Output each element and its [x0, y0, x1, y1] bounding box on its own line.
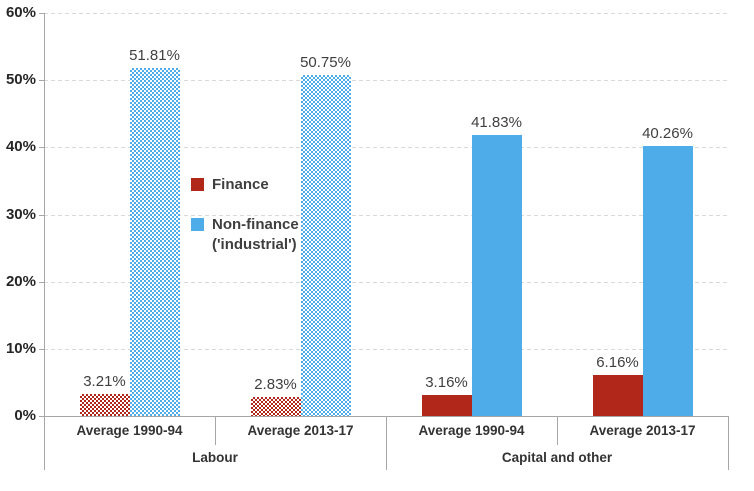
legend-entry-finance: Finance [191, 175, 299, 195]
legend: Finance Non-finance ('industrial') [191, 175, 299, 255]
legend-label-finance: Finance [212, 176, 269, 193]
group-axis-label: Capital and other [501, 449, 613, 465]
data-label: 40.26% [642, 124, 693, 142]
finance-swatch-icon [191, 178, 204, 191]
data-label: 41.83% [471, 114, 522, 132]
category-bar-pair: 3.16% 41.83% [386, 13, 557, 416]
category-axis-label: Average 2013-17 [247, 423, 354, 438]
finance-bar [592, 374, 643, 416]
y-axis-tick-mark [39, 80, 44, 82]
bar-with-label: 51.81% [129, 13, 180, 416]
bar-with-label: 2.83% [250, 13, 301, 416]
category-axis-label: Average 1990-94 [418, 423, 525, 438]
category-divider [215, 416, 216, 445]
plot-area: 3.21% 51.81% 2.83% 50.75% 3.16% 41.83% 6.16% 40… [44, 13, 728, 416]
data-label: 2.83% [254, 376, 297, 393]
y-axis-tick-mark [39, 348, 44, 350]
y-axis-tick-label: 10% [5, 339, 36, 357]
bar-with-label: 6.16% [592, 13, 643, 416]
non-finance-bar [300, 75, 351, 416]
gridline [44, 281, 728, 283]
bar-with-label: 50.75% [300, 13, 351, 416]
y-axis-tick-label: 20% [5, 272, 36, 290]
legend-label-non-finance-line1: Non-finance [212, 216, 299, 233]
group-divider [386, 416, 387, 470]
category-divider [557, 416, 558, 445]
y-axis-tick-label: 60% [5, 4, 36, 21]
data-label: 6.16% [596, 353, 639, 371]
category-axis-label: Average 2013-17 [589, 423, 696, 438]
y-axis-tick-mark [39, 214, 44, 216]
gridline [44, 147, 728, 149]
gridline [44, 13, 728, 14]
data-label: 51.81% [129, 47, 180, 65]
gridline [44, 348, 728, 350]
y-axis-tick-label: 50% [5, 71, 36, 89]
bar-with-label: 3.21% [79, 13, 130, 416]
gridline [44, 214, 728, 216]
y-axis-tick-mark [39, 13, 44, 14]
category-axis-label: Average 1990-94 [76, 423, 183, 438]
data-label: 3.21% [83, 373, 126, 391]
non-finance-swatch-icon [191, 218, 204, 231]
category-bar-pair: 2.83% 50.75% [215, 13, 386, 416]
group-divider [728, 416, 729, 470]
y-axis-tick-label: 30% [5, 205, 36, 223]
data-label: 3.16% [425, 373, 468, 391]
legend-entry-non-finance: Non-finance ('industrial') [191, 215, 299, 255]
finance-bar [421, 394, 472, 416]
group-axis-label: Labour [192, 449, 238, 465]
bar-with-label: 3.16% [421, 13, 472, 416]
gridline [44, 80, 728, 82]
y-axis-tick-mark [39, 281, 44, 283]
non-finance-bar [642, 145, 693, 416]
finance-bar [250, 397, 301, 416]
finance-bar [79, 394, 130, 416]
y-axis-tick-mark [39, 147, 44, 149]
data-label: 50.75% [300, 54, 351, 72]
y-axis-tick-label: 40% [5, 138, 36, 156]
y-axis-line [44, 13, 45, 470]
non-finance-bar [471, 135, 522, 416]
category-bar-pair: 3.21% 51.81% [44, 13, 215, 416]
legend-label-non-finance: Non-finance ('industrial') [212, 215, 299, 255]
legend-label-non-finance-line2: ('industrial') [212, 236, 297, 253]
category-bar-pair: 6.16% 40.26% [557, 13, 728, 416]
y-axis-tick-mark [39, 416, 44, 417]
non-finance-bar [129, 68, 180, 416]
y-axis-tick-label: 0% [14, 407, 36, 424]
bar-with-label: 40.26% [642, 13, 693, 416]
bar-with-label: 41.83% [471, 13, 522, 416]
